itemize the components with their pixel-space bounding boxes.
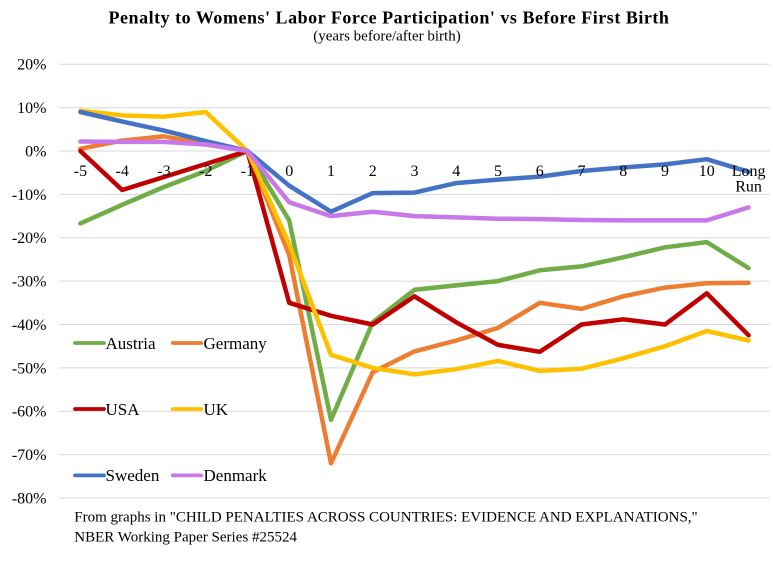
svg-text:1: 1 [327,163,335,180]
svg-text:-20%: -20% [12,230,47,247]
svg-text:Penalty to Womens' Labor Force: Penalty to Womens' Labor Force Participa… [109,8,670,28]
svg-text:6: 6 [536,163,544,180]
svg-text:10: 10 [699,163,715,180]
svg-text:5: 5 [494,163,502,180]
svg-text:-1: -1 [241,163,254,180]
svg-text:-40%: -40% [12,317,47,334]
svg-text:From graphs in "CHILD PENALTIE: From graphs in "CHILD PENALTIES ACROSS C… [74,510,697,526]
svg-text:7: 7 [578,163,586,180]
svg-text:-5: -5 [74,163,87,180]
svg-text:-80%: -80% [12,490,47,507]
svg-text:-3: -3 [157,163,170,180]
svg-text:Run: Run [735,179,762,196]
svg-text:20%: 20% [17,57,46,74]
svg-text:Denmark: Denmark [204,466,268,485]
svg-text:4: 4 [452,163,460,180]
svg-text:0%: 0% [25,143,46,160]
svg-text:Austria: Austria [106,334,157,353]
svg-text:0: 0 [285,163,293,180]
svg-text:-60%: -60% [12,404,47,421]
svg-text:-2: -2 [199,163,212,180]
svg-text:NBER Working Paper Series #255: NBER Working Paper Series #25524 [74,529,297,545]
svg-text:-4: -4 [116,163,129,180]
svg-text:Long: Long [732,163,766,180]
svg-text:Germany: Germany [204,334,268,353]
svg-text:-50%: -50% [12,360,47,377]
svg-text:2: 2 [369,163,377,180]
svg-text:8: 8 [619,163,627,180]
svg-text:-30%: -30% [12,274,47,291]
svg-text:UK: UK [204,400,229,419]
svg-text:-70%: -70% [12,447,47,464]
svg-text:10%: 10% [17,100,46,117]
svg-text:USA: USA [106,400,141,419]
svg-text:3: 3 [411,163,419,180]
svg-text:Sweden: Sweden [106,466,160,485]
svg-text:(years before/after birth): (years before/after birth) [313,29,460,45]
svg-text:9: 9 [661,163,669,180]
svg-text:-10%: -10% [12,187,47,204]
